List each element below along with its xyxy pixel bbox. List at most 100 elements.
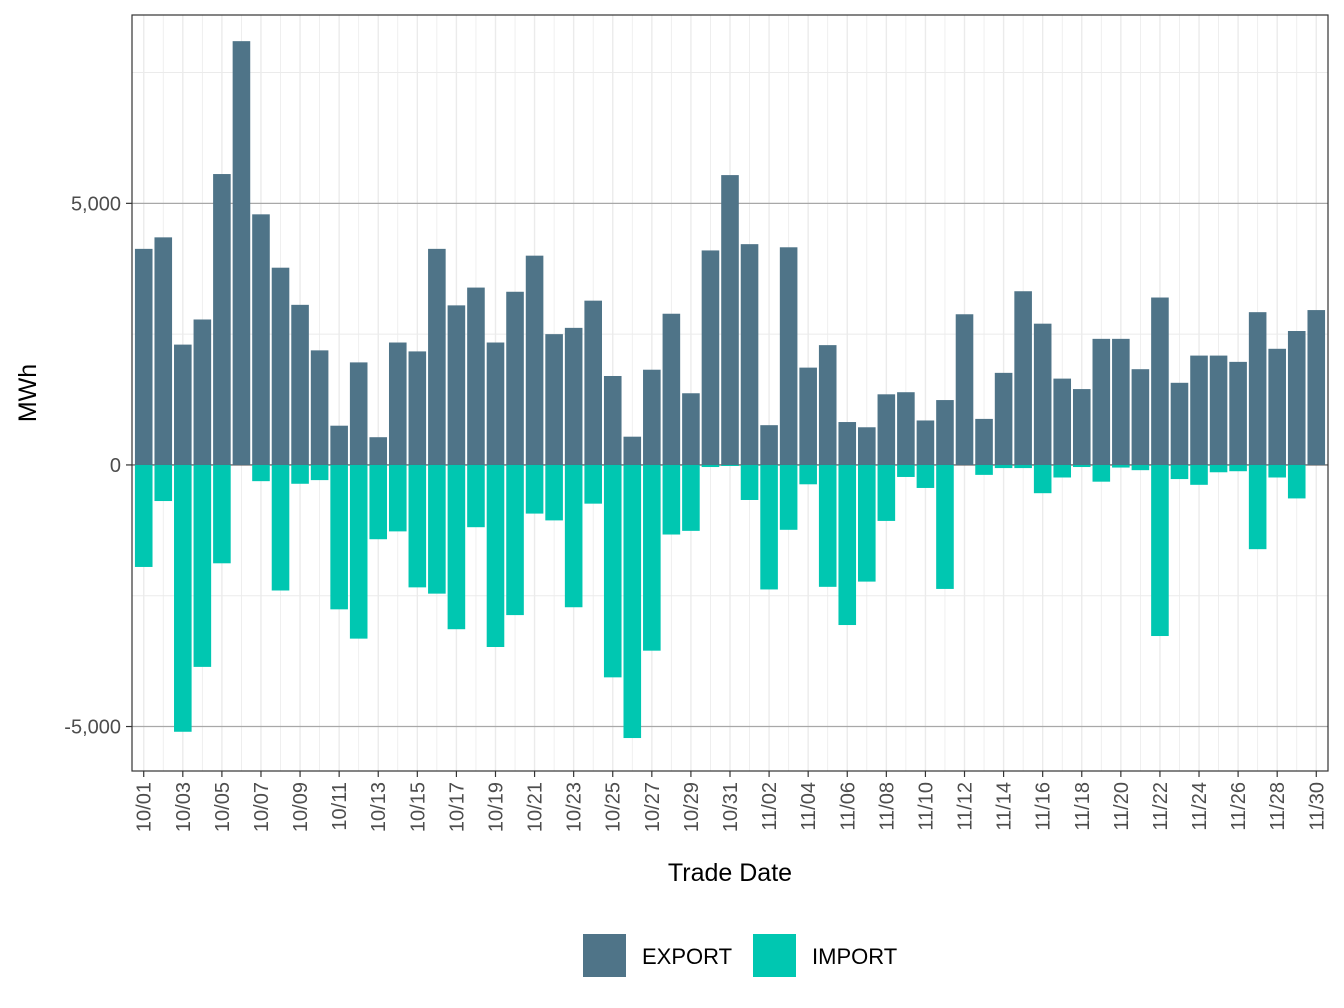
bar-import-11-01 — [740, 464, 759, 500]
bar-import-11-29 — [1287, 464, 1306, 499]
bar-export-11-14 — [994, 372, 1013, 465]
x-tick-label: 11/18 — [1072, 782, 1094, 831]
bar-import-10-08 — [271, 464, 290, 591]
bar-export-11-08 — [877, 394, 896, 465]
bar-export-10-23 — [564, 327, 583, 465]
x-tick-label: 11/06 — [837, 782, 859, 831]
bar-export-11-11 — [936, 400, 954, 465]
bar-export-11-17 — [1053, 378, 1072, 465]
bar-export-11-09 — [897, 392, 915, 465]
bar-export-10-19 — [486, 342, 505, 465]
bar-import-10-16 — [428, 464, 446, 594]
x-tick-label: 11/16 — [1033, 782, 1055, 831]
bar-import-11-04 — [799, 464, 817, 485]
bar-import-10-23 — [564, 464, 583, 608]
bar-export-10-18 — [467, 287, 485, 465]
x-tick-label: 10/29 — [681, 782, 703, 832]
bar-import-10-19 — [486, 464, 505, 648]
bar-export-10-16 — [428, 248, 446, 465]
bar-import-10-30 — [701, 464, 720, 468]
bar-import-10-02 — [154, 464, 173, 502]
bar-export-11-07 — [858, 427, 876, 465]
bar-export-10-04 — [193, 319, 212, 465]
bar-export-10-03 — [174, 344, 192, 465]
bar-export-10-02 — [154, 237, 173, 465]
bar-export-10-28 — [662, 313, 681, 465]
bar-import-10-09 — [291, 464, 309, 484]
bar-import-11-08 — [877, 464, 896, 521]
bar-export-11-02 — [760, 425, 778, 465]
bars — [134, 41, 1326, 739]
x-tick-label: 10/21 — [525, 782, 547, 832]
bar-export-10-29 — [682, 393, 700, 465]
bar-import-11-23 — [1170, 464, 1189, 480]
bar-import-11-05 — [818, 464, 837, 587]
bar-import-10-22 — [545, 464, 563, 521]
x-tick-label: 11/24 — [1189, 782, 1211, 831]
legend: EXPORT IMPORT — [583, 934, 897, 977]
y-axis-title: MWh — [14, 364, 42, 422]
bar-export-10-15 — [408, 351, 427, 465]
bar-import-11-03 — [779, 464, 798, 530]
bar-import-10-24 — [584, 464, 602, 504]
bar-export-11-03 — [779, 247, 798, 465]
x-tick-label: 11/04 — [798, 782, 820, 831]
x-tick-label: 11/08 — [876, 782, 898, 831]
legend-label-export: EXPORT — [642, 944, 732, 969]
bar-export-10-12 — [349, 362, 368, 465]
bar-import-10-21 — [525, 464, 544, 514]
bar-export-11-28 — [1268, 348, 1286, 465]
bar-import-11-02 — [760, 464, 778, 590]
bar-import-10-20 — [506, 464, 524, 616]
bar-export-11-05 — [818, 345, 837, 465]
bar-export-10-24 — [584, 300, 602, 465]
bar-export-10-10 — [310, 350, 329, 465]
x-tick-label: 10/27 — [642, 782, 664, 832]
x-axis-title: Trade Date — [668, 859, 792, 887]
y-tick-label: 5,000 — [71, 193, 121, 215]
bar-export-11-04 — [799, 367, 817, 465]
bar-import-11-26 — [1229, 464, 1247, 472]
bar-export-11-27 — [1248, 312, 1267, 465]
bar-import-11-09 — [897, 464, 915, 477]
bar-import-10-15 — [408, 464, 427, 588]
bar-import-11-13 — [975, 464, 993, 475]
legend-swatch-import — [753, 934, 796, 977]
bar-import-11-21 — [1131, 464, 1150, 471]
x-tick-label: 10/05 — [212, 782, 234, 832]
x-tick-label: 11/02 — [759, 782, 781, 831]
bar-import-11-11 — [936, 464, 954, 589]
bar-export-11-18 — [1072, 389, 1091, 465]
bar-import-10-29 — [682, 464, 700, 531]
x-axis: 10/01 10/03 10/05 10/07 10/09 10/11 10/13 10/15… — [134, 771, 1328, 832]
y-axis: -5,000 0 5,000 — [64, 193, 132, 739]
x-tick-label: 11/10 — [915, 782, 937, 831]
bar-export-11-24 — [1190, 355, 1208, 465]
bar-import-10-31 — [721, 464, 739, 466]
bar-export-11-21 — [1131, 369, 1150, 465]
bar-export-11-01 — [740, 244, 759, 465]
bar-export-10-22 — [545, 334, 563, 465]
legend-label-import: IMPORT — [812, 944, 897, 969]
x-tick-label: 10/09 — [290, 782, 312, 832]
bar-export-10-11 — [330, 425, 348, 465]
bar-export-11-22 — [1151, 297, 1169, 465]
bar-import-10-26 — [623, 464, 642, 739]
bar-export-10-06 — [232, 41, 251, 465]
x-tick-label: 10/25 — [603, 782, 625, 832]
bar-export-10-20 — [506, 291, 524, 465]
bar-export-10-31 — [721, 175, 739, 465]
bar-import-10-27 — [643, 464, 661, 651]
bar-export-10-07 — [252, 214, 270, 465]
plot-panel — [131, 14, 1329, 772]
bar-import-11-22 — [1151, 464, 1169, 637]
bar-import-11-10 — [916, 464, 935, 488]
bar-export-11-20 — [1112, 338, 1130, 465]
bar-import-11-14 — [994, 464, 1013, 469]
bar-import-10-03 — [174, 464, 192, 732]
x-tick-label: 10/03 — [173, 782, 195, 832]
bar-export-10-09 — [291, 304, 309, 465]
x-tick-label: 10/13 — [368, 782, 390, 832]
bar-import-10-07 — [252, 464, 270, 482]
